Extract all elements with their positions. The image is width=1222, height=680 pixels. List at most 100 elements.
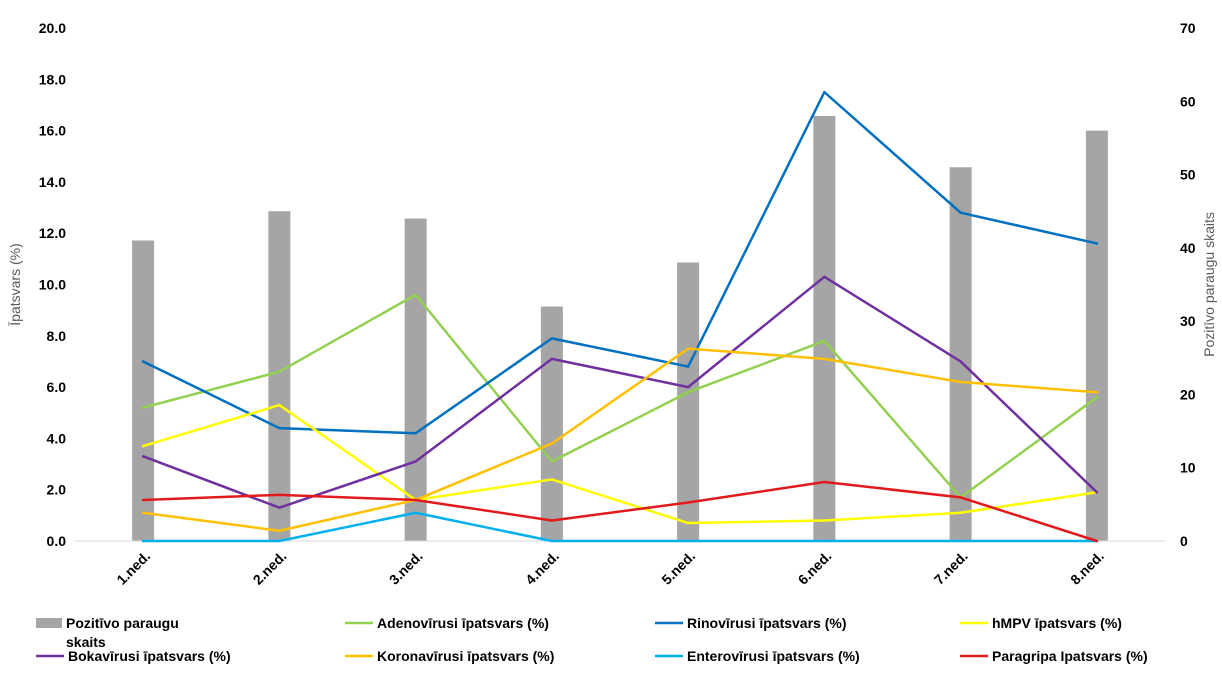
legend-label-7: Paragripa Ipatsvars (%) — [992, 648, 1148, 664]
line-5-point-6 — [823, 357, 826, 361]
left-y-tick-label: 8.0 — [47, 328, 67, 344]
line-6-point-6 — [823, 539, 826, 543]
legend-bar-label-cont: skaits — [66, 634, 106, 650]
x-tick-label: 3.ned. — [386, 548, 426, 588]
line-3-point-1 — [141, 444, 145, 448]
line-2-point-1 — [141, 360, 145, 363]
legend-bar-swatch — [36, 618, 62, 628]
legend-label-6: Enterovīrusi īpatsvars (%) — [687, 648, 860, 664]
right-y-tick-label: 60 — [1180, 93, 1196, 109]
line-7-point-4 — [550, 519, 554, 522]
line-1-point-3 — [414, 293, 417, 297]
right-y-tick-label: 0 — [1180, 533, 1188, 549]
line-series-5 — [141, 347, 1099, 532]
left-y-tick-label: 16.0 — [39, 123, 66, 139]
x-tick-label: 1.ned. — [113, 548, 153, 588]
line-2-point-8 — [1095, 242, 1099, 245]
left-y-tick-label: 6.0 — [47, 379, 67, 395]
line-1-point-2 — [278, 370, 281, 373]
line-1-point-5 — [686, 390, 690, 394]
right-y-tick-label: 40 — [1180, 240, 1196, 256]
x-axis: 1.ned. 2.ned. 3.ned. 4.ned. 5.ned. 6.ned. 7.ne… — [113, 548, 1107, 588]
line-1-point-1 — [141, 406, 145, 409]
bar-8 — [1085, 130, 1108, 541]
line-2-point-4 — [550, 337, 554, 340]
line-7-point-2 — [278, 493, 281, 497]
line-series-2 — [141, 90, 1099, 435]
line-7-point-8 — [1095, 539, 1099, 543]
line-series-1 — [141, 293, 1099, 499]
line-4-point-4 — [550, 357, 554, 361]
line-3-point-6 — [823, 519, 826, 522]
line-6-point-2 — [278, 539, 281, 543]
line-6-point-4 — [550, 539, 554, 543]
line-4-point-7 — [959, 360, 962, 363]
line-7-point-5 — [686, 501, 690, 504]
line-5-point-8 — [1095, 390, 1099, 394]
legend-label-3: hMPV īpatsvars (%) — [992, 615, 1122, 631]
left-y-tick-label: 18.0 — [39, 71, 66, 87]
bar-series — [132, 115, 1108, 542]
line-4-point-8 — [1095, 491, 1099, 494]
line-4-point-1 — [141, 455, 145, 458]
line-3-point-2 — [278, 403, 281, 407]
left-y-tick-label: 10.0 — [39, 277, 66, 293]
line-5-point-1 — [141, 511, 145, 515]
bar-5 — [677, 262, 700, 541]
line-4-point-5 — [686, 385, 690, 389]
bar-2 — [268, 211, 291, 541]
x-tick-label: 5.ned. — [658, 548, 698, 588]
line-2-point-7 — [959, 211, 962, 214]
legend-label-5: Koronavīrusi īpatsvars (%) — [377, 648, 554, 664]
right-y-tick-label: 10 — [1180, 460, 1196, 476]
x-tick-label: 6.ned. — [795, 548, 835, 588]
legend-label-4: Bokavīrusi īpatsvars (%) — [68, 648, 231, 664]
line-2-point-5 — [686, 365, 690, 368]
legend-label-1: Adenovīrusi īpatsvars (%) — [377, 615, 549, 631]
x-tick-label: 7.ned. — [931, 548, 971, 588]
bar-1 — [132, 240, 155, 541]
line-5-point-4 — [550, 442, 554, 445]
line-series-group — [141, 90, 1099, 543]
bar-7 — [949, 167, 972, 541]
line-3-point-5 — [686, 521, 690, 525]
line-1-point-6 — [823, 339, 826, 343]
line-7-point-7 — [959, 496, 962, 499]
legend: Pozitīvo paraugu skaits Adenovīrusi īpatsv… — [36, 615, 1148, 664]
line-4-point-6 — [823, 275, 826, 279]
right-y-tick-label: 20 — [1180, 386, 1196, 402]
legend-label-2: Rinovīrusi īpatsvars (%) — [687, 615, 847, 631]
left-y-tick-label: 12.0 — [39, 225, 66, 241]
line-series-4 — [141, 275, 1099, 509]
line-series-7 — [141, 480, 1099, 543]
line-series-6 — [141, 511, 1099, 543]
line-6-point-5 — [686, 539, 690, 543]
legend-bar-label: Pozitīvo paraugu — [66, 615, 179, 631]
line-2-point-6 — [823, 90, 826, 94]
line-3-point-7 — [959, 511, 962, 515]
left-y-tick-label: 20.0 — [39, 20, 66, 36]
line-6-point-3 — [414, 511, 417, 515]
x-tick-label: 2.ned. — [250, 548, 290, 588]
line-2-point-3 — [414, 432, 417, 435]
line-6-point-7 — [959, 539, 962, 543]
line-5-point-2 — [278, 529, 281, 532]
bar-6 — [813, 115, 836, 541]
right-axis-title: Pozitīvo paraugu skaits — [1201, 212, 1217, 357]
left-y-axis: 0.0 2.0 4.0 6.0 8.0 10.0 12.0 14.0 16.0 18.0 20.0 — [39, 20, 66, 549]
line-4-point-3 — [414, 460, 417, 463]
line-7-point-3 — [414, 498, 417, 502]
line-5-point-7 — [959, 380, 962, 384]
left-y-tick-label: 0.0 — [47, 533, 67, 549]
left-y-tick-label: 2.0 — [47, 482, 67, 498]
line-7-point-6 — [823, 480, 826, 484]
line-5-point-5 — [686, 347, 690, 350]
line-3-point-4 — [550, 478, 554, 481]
bar-4 — [540, 306, 563, 541]
bar-3 — [404, 218, 427, 542]
right-y-tick-label: 70 — [1180, 20, 1196, 36]
x-tick-label: 4.ned. — [522, 548, 562, 588]
line-2-point-2 — [278, 426, 281, 430]
